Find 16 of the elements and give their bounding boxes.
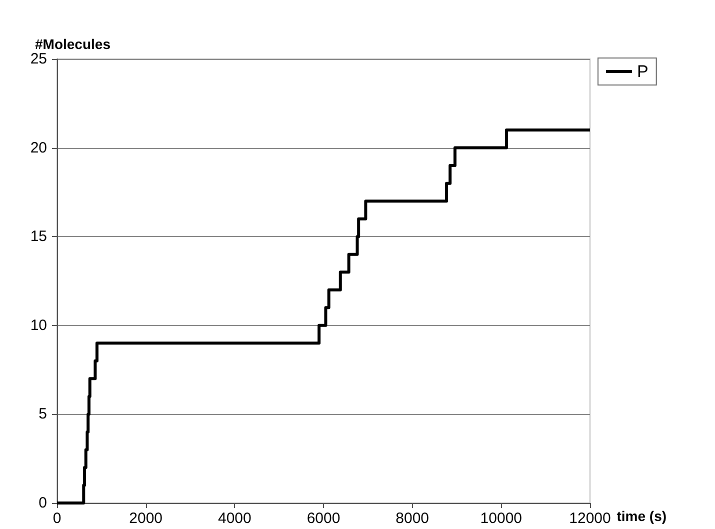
x-tick-label: 8000 [396,510,430,527]
legend-label: P [637,62,648,81]
y-tick-label: 10 [30,316,47,334]
y-tick-label: 0 [38,494,47,512]
y-tick-label: 5 [38,406,47,423]
x-axis-title: time (s) [616,508,667,524]
y-tick-label: 20 [30,139,47,156]
x-tick-label: 10000 [480,510,522,527]
x-tick-label: 2000 [129,510,163,527]
y-tick-label: 15 [30,228,47,246]
x-tick-label: 12000 [569,510,611,527]
x-tick-label: 6000 [306,510,340,527]
x-tick-label: 0 [52,510,62,527]
y-axis-title: #Molecules [35,36,111,52]
x-tick-label: 4000 [218,510,252,527]
y-tick-label: 25 [30,50,47,68]
